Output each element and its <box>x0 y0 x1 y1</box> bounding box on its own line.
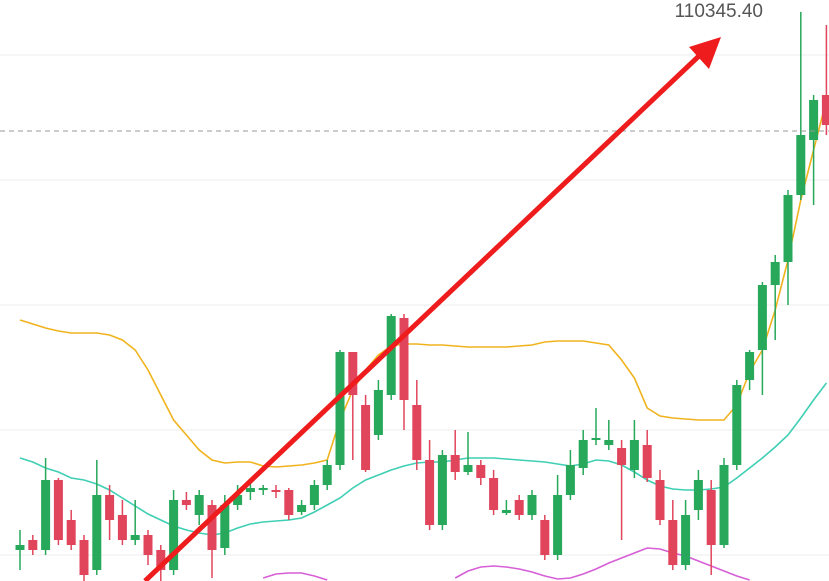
candle-body <box>578 440 588 468</box>
candle-body <box>412 405 422 460</box>
candle-body <box>361 405 371 470</box>
candle-body <box>540 520 550 555</box>
candle-body <box>245 488 255 492</box>
candle-body <box>745 352 755 380</box>
candle-body <box>53 480 63 540</box>
candle-body <box>463 465 473 472</box>
candle-body <box>322 465 332 485</box>
candle-body <box>668 520 678 565</box>
arrow-shaft <box>143 53 702 581</box>
candle-body <box>233 495 243 505</box>
candle-body <box>143 535 153 555</box>
candle-body <box>386 316 396 395</box>
candle-body <box>41 480 51 550</box>
drawn-arrow <box>143 37 721 581</box>
candle-body <box>258 488 268 490</box>
candle-body <box>527 495 537 515</box>
candle-body <box>681 515 691 565</box>
candle-body <box>297 505 307 512</box>
candle-body <box>757 285 767 350</box>
indicator-line <box>19 99 828 468</box>
candle-body <box>348 352 358 395</box>
candle-body <box>271 490 281 492</box>
max-price-label: 110345.40 <box>675 1 763 22</box>
candle-body <box>489 478 499 510</box>
candle-body <box>655 480 665 520</box>
candle-body <box>476 465 486 478</box>
candle-body <box>809 100 819 140</box>
candle-body <box>66 520 76 545</box>
candle-body <box>399 318 409 400</box>
candle-body <box>604 440 614 445</box>
candle-body <box>783 195 793 262</box>
candle-body <box>117 515 127 540</box>
candle-body <box>130 535 140 540</box>
candle-body <box>335 352 345 465</box>
candle-body <box>194 495 204 515</box>
candle-body <box>207 505 217 550</box>
indicator-line <box>262 547 750 581</box>
arrow-head <box>689 37 721 69</box>
candle-body <box>181 500 191 505</box>
candle-body <box>220 505 230 548</box>
candle-body <box>284 490 294 515</box>
candle-body <box>553 495 563 555</box>
candle-body <box>156 550 166 570</box>
candle-body <box>706 490 716 545</box>
candle-body <box>169 500 179 570</box>
candle-body <box>437 455 447 525</box>
candle-body <box>425 460 435 525</box>
candle-body <box>796 135 806 195</box>
candle-body <box>28 540 38 550</box>
candle-body <box>373 390 383 435</box>
candle-body <box>732 385 742 465</box>
candle-body <box>617 448 627 465</box>
candle-body <box>719 465 729 545</box>
candle-body <box>629 440 639 470</box>
candle-body <box>450 455 460 472</box>
candle-body <box>565 465 575 495</box>
candle-body <box>501 510 511 513</box>
candle-body <box>591 438 601 440</box>
indicator-line <box>19 382 828 536</box>
candle-body <box>693 480 703 510</box>
candle-body <box>79 540 89 575</box>
candle-body <box>92 495 102 570</box>
candle-body <box>309 485 319 505</box>
candle-body <box>770 262 780 285</box>
candle-body <box>514 500 524 515</box>
candle-body <box>15 545 25 550</box>
candle-body <box>642 445 652 478</box>
candle-body <box>821 95 829 125</box>
candle-body <box>105 495 115 520</box>
